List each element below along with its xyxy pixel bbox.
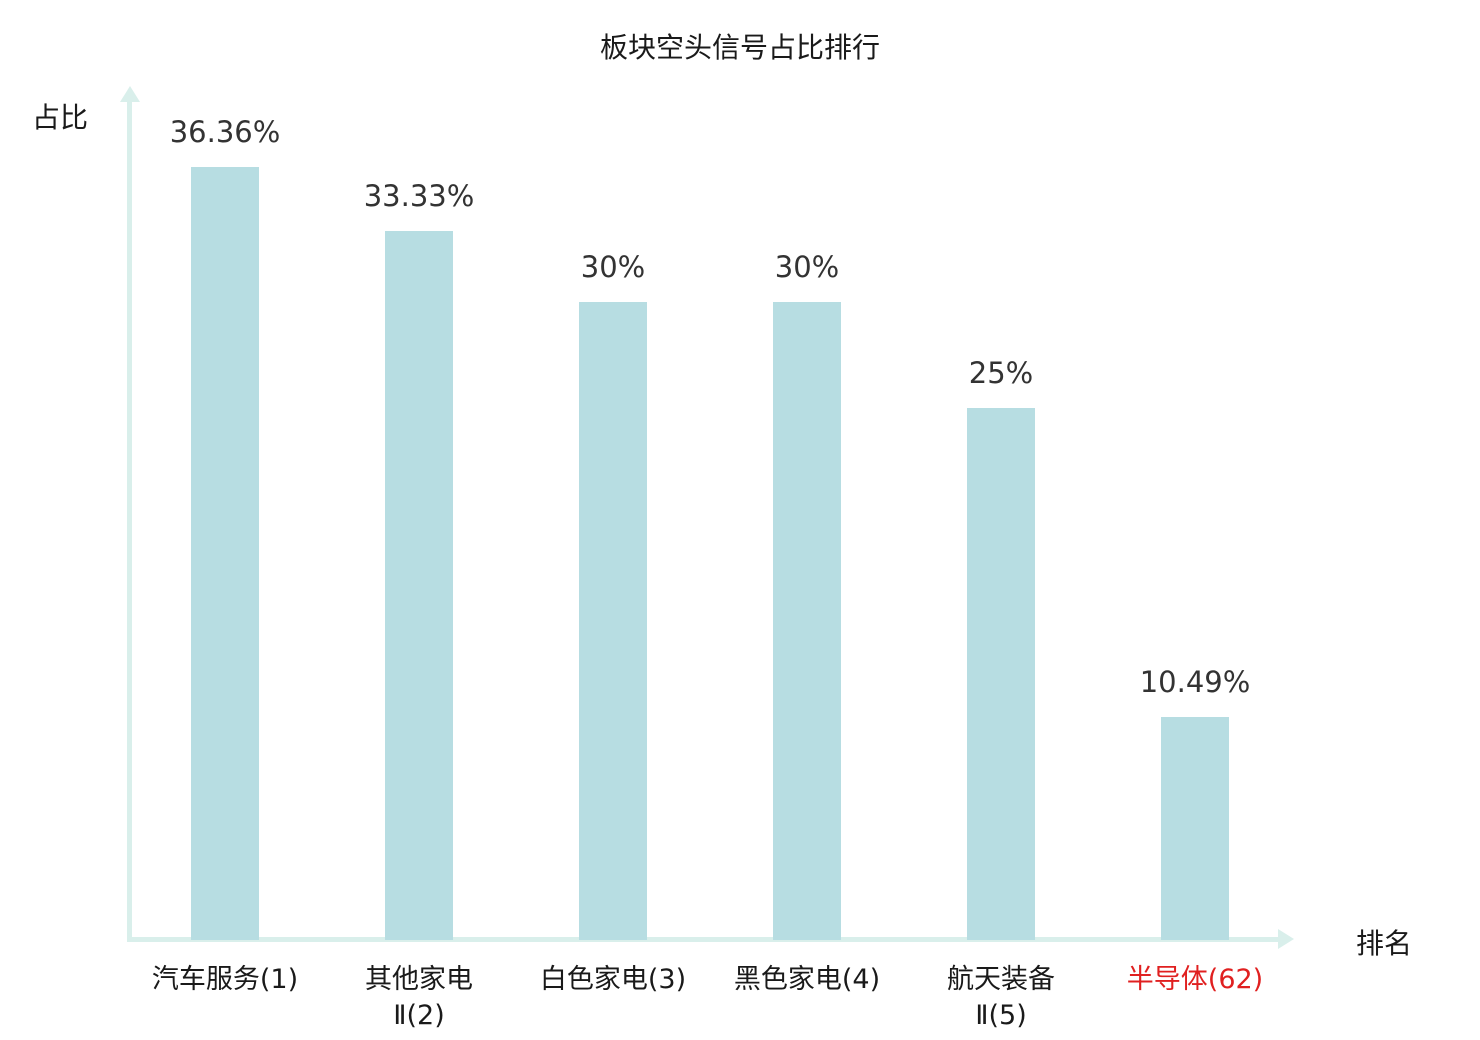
- category-label-2: 白色家电(3): [539, 964, 687, 995]
- bar-0: [191, 167, 259, 940]
- category-label-3: 黑色家电(4): [733, 964, 881, 995]
- bar-5: [1161, 717, 1229, 940]
- bar-1: [385, 231, 453, 940]
- value-label-0: 36.36%: [169, 115, 281, 149]
- chart-title: 板块空头信号占比排行: [599, 31, 880, 64]
- category-label-0: 汽车服务(1): [151, 964, 299, 995]
- y-axis-arrow-icon: [120, 86, 140, 102]
- x-axis-arrow-icon: [1278, 929, 1294, 949]
- category-label-1: 其他家电 Ⅱ(2): [365, 964, 473, 1032]
- value-label-4: 25%: [968, 356, 1034, 390]
- bar-3: [773, 302, 841, 940]
- category-label-4: 航天装备 Ⅱ(5): [947, 964, 1055, 1032]
- x-axis-line: [129, 937, 1279, 942]
- x-axis-label: 排名: [1356, 927, 1413, 960]
- value-label-3: 30%: [774, 250, 840, 284]
- y-axis-line: [127, 100, 132, 942]
- value-label-5: 10.49%: [1139, 665, 1251, 699]
- bar-4: [967, 408, 1035, 940]
- bar-2: [579, 302, 647, 940]
- category-label-5: 半导体(62): [1126, 964, 1264, 995]
- y-axis-label: 占比: [32, 101, 89, 134]
- value-label-1: 33.33%: [363, 179, 475, 213]
- value-label-2: 30%: [580, 250, 646, 284]
